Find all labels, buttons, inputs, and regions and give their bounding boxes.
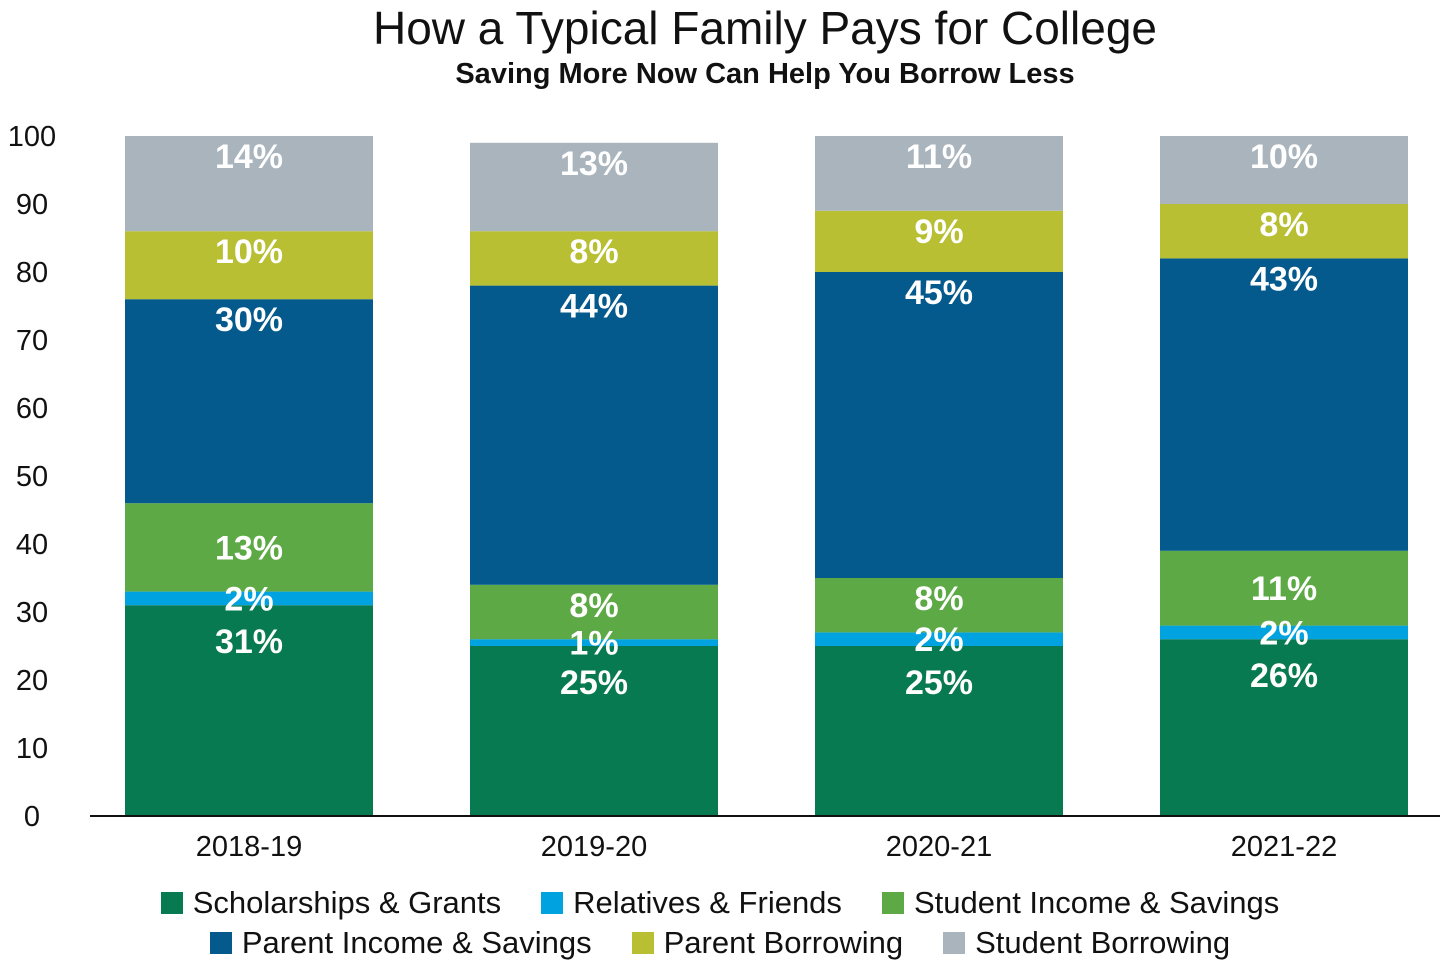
- data-label: 26%: [1250, 657, 1318, 695]
- data-label: 31%: [215, 623, 283, 661]
- data-label: 2%: [1259, 614, 1308, 652]
- legend-item-relatives: Relatives & Friends: [541, 883, 842, 923]
- data-label: 1%: [569, 625, 618, 663]
- x-tick-label: 2018-19: [196, 831, 302, 863]
- bar-segment: [125, 231, 373, 300]
- bar-segment: [1160, 639, 1408, 816]
- legend-item-student-income: Student Income & Savings: [881, 883, 1280, 923]
- legend-row-1: Scholarships & Grants Relatives & Friend…: [0, 883, 1440, 923]
- y-tick-label: 40: [16, 529, 48, 561]
- y-tick-label: 60: [16, 393, 48, 425]
- bar-segment: [815, 646, 1063, 816]
- data-label: 13%: [560, 145, 628, 183]
- chart-title: How a Typical Family Pays for College: [373, 2, 1157, 54]
- data-label: 13%: [215, 529, 283, 567]
- y-tick-label: 80: [16, 257, 48, 289]
- data-label: 45%: [905, 274, 973, 312]
- bar-segment: [1160, 258, 1408, 551]
- legend-item-scholarships: Scholarships & Grants: [160, 883, 502, 923]
- data-label: 11%: [906, 138, 972, 176]
- bar-segment: [470, 231, 718, 286]
- legend-swatch-parent-income: [209, 932, 232, 954]
- bar-segment: [470, 285, 718, 585]
- data-label: 8%: [569, 233, 618, 271]
- bar-segment: [125, 299, 373, 504]
- bar-segment: [815, 632, 1063, 646]
- data-label: 9%: [914, 213, 963, 251]
- bar-segment: [470, 646, 718, 816]
- x-tick-label: 2021-22: [1231, 831, 1337, 863]
- legend-swatch-scholarships: [160, 892, 183, 914]
- data-label: 25%: [905, 664, 973, 702]
- bar-segment: [470, 142, 718, 232]
- bar-segment: [815, 210, 1063, 272]
- bar-segment: [1160, 136, 1408, 204]
- legend-swatch-relatives: [541, 892, 564, 914]
- bar-segment: [1160, 204, 1408, 259]
- stacked-bar-chart: 0 10 20 30 40 50 60 70 80 90 100 31% 2% 13% 30% 10% 14% 2…: [8, 121, 1440, 863]
- legend-label-parent-income: Parent Income & Savings: [241, 925, 592, 960]
- y-tick-label: 20: [16, 665, 48, 697]
- bar-segment: [470, 639, 718, 646]
- bar-segment: [815, 136, 1063, 211]
- bar-segment: [125, 591, 373, 606]
- bar-segment: [470, 584, 718, 640]
- y-tick-label: 30: [16, 597, 48, 629]
- y-tick-label: 100: [8, 121, 56, 153]
- data-label: 11%: [1251, 570, 1317, 608]
- data-label: 10%: [1250, 138, 1318, 176]
- data-label: 44%: [560, 288, 628, 326]
- legend-label-scholarships: Scholarships & Grants: [192, 885, 502, 920]
- data-label: 8%: [569, 587, 618, 625]
- legend-row-2: Parent Income & Savings Parent Borrowing…: [0, 923, 1440, 963]
- data-label: 43%: [1250, 260, 1318, 298]
- legend-label-student-income: Student Income & Savings: [913, 885, 1280, 920]
- y-tick-label: 10: [16, 733, 48, 765]
- y-tick-label: 70: [16, 325, 48, 357]
- x-tick-label: 2020-21: [886, 831, 992, 863]
- data-label: 30%: [215, 301, 283, 339]
- data-label: 8%: [1259, 206, 1308, 244]
- y-tick-label: 0: [24, 801, 40, 833]
- bar-segment: [125, 136, 373, 232]
- bar-segment: [815, 578, 1063, 633]
- legend-swatch-student-income: [881, 892, 904, 914]
- bar-segment: [125, 503, 373, 592]
- x-tick-label: 2019-20: [541, 831, 647, 863]
- bar-segment: [815, 272, 1063, 578]
- legend-item-parent-borrowing: Parent Borrowing: [631, 923, 904, 963]
- y-tick-label: 90: [16, 189, 48, 221]
- legend-label-parent-borrowing: Parent Borrowing: [663, 925, 904, 960]
- data-label: 2%: [914, 621, 963, 659]
- legend-label-relatives: Relatives & Friends: [573, 885, 842, 920]
- legend: Scholarships & Grants Relatives & Friend…: [0, 883, 1440, 963]
- bar-segment: [125, 605, 373, 816]
- chart-subtitle: Saving More Now Can Help You Borrow Less: [455, 58, 1075, 90]
- data-label: 25%: [560, 664, 628, 702]
- legend-swatch-parent-borrowing: [631, 932, 654, 954]
- legend-swatch-student-borrowing: [943, 932, 966, 954]
- bar-segment: [1160, 550, 1408, 626]
- bar-segment: [1160, 625, 1408, 640]
- data-label: 10%: [215, 233, 283, 271]
- legend-label-student-borrowing: Student Borrowing: [975, 925, 1231, 960]
- data-label: 2%: [224, 580, 273, 618]
- legend-item-parent-income: Parent Income & Savings: [209, 923, 592, 963]
- legend-item-student-borrowing: Student Borrowing: [943, 923, 1230, 963]
- y-tick-label: 50: [16, 461, 48, 493]
- data-label: 8%: [914, 580, 963, 618]
- data-label: 14%: [215, 138, 283, 176]
